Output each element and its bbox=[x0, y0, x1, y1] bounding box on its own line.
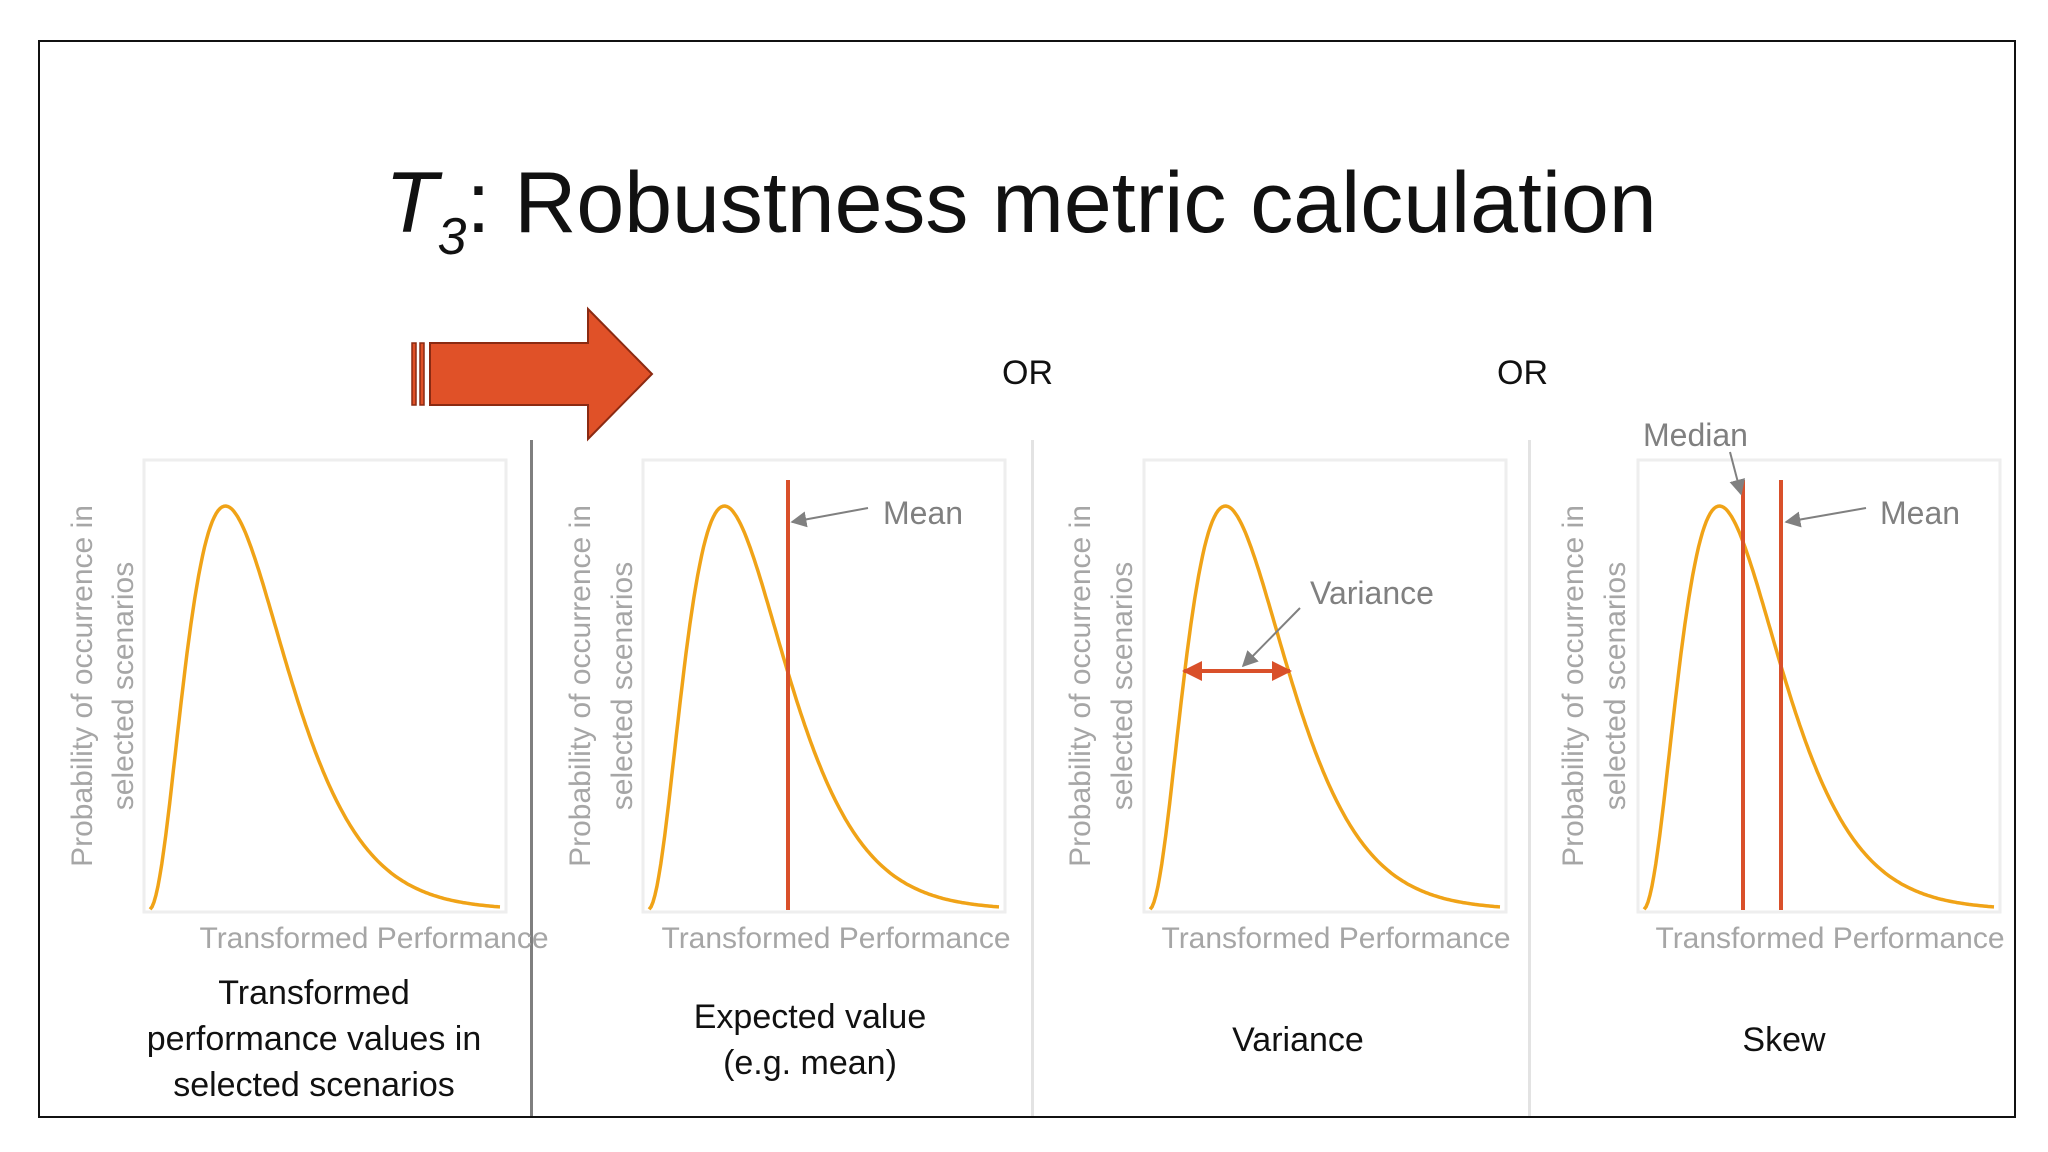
panel-1-caption-line-1: Transformed bbox=[218, 974, 410, 1012]
panel-4-caption: Skew bbox=[1594, 1017, 1974, 1063]
divider-3 bbox=[1528, 440, 1531, 1116]
panel-3-caption: Variance bbox=[1108, 1017, 1488, 1063]
title-t: T bbox=[385, 155, 438, 251]
divider-1 bbox=[530, 440, 533, 1116]
panel-1-caption: Transformed performance values in select… bbox=[124, 970, 504, 1108]
slide-frame bbox=[38, 40, 2016, 1118]
panel-3-caption-line-1: Variance bbox=[1232, 1021, 1364, 1059]
page-title: T3: Robustness metric calculation bbox=[385, 160, 1657, 263]
panel-2-caption-line-2: (e.g. mean) bbox=[723, 1044, 897, 1082]
or-label-2: OR bbox=[1497, 354, 1548, 392]
panel-2-caption: Expected value (e.g. mean) bbox=[620, 994, 1000, 1086]
title-subscript: 3 bbox=[437, 208, 467, 266]
or-label-1: OR bbox=[1002, 354, 1053, 392]
panel-1-caption-line-3: selected scenarios bbox=[173, 1066, 455, 1104]
panel-1-caption-line-2: performance values in bbox=[146, 1020, 482, 1058]
panel-4-caption-line-1: Skew bbox=[1742, 1021, 1826, 1059]
title-text: : Robustness metric calculation bbox=[466, 155, 1657, 251]
panel-2-caption-line-1: Expected value bbox=[693, 998, 927, 1036]
divider-2 bbox=[1031, 440, 1034, 1116]
